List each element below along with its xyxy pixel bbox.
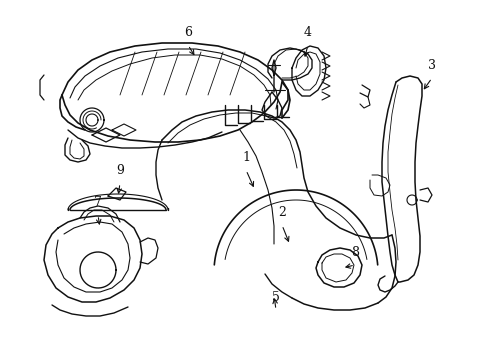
- Text: 5: 5: [271, 291, 279, 304]
- Text: 7: 7: [94, 196, 102, 209]
- Text: 2: 2: [278, 206, 285, 219]
- Text: 6: 6: [183, 26, 192, 39]
- Text: 4: 4: [304, 26, 311, 39]
- Text: 1: 1: [242, 151, 249, 164]
- Text: 9: 9: [116, 164, 123, 177]
- Text: 3: 3: [427, 59, 435, 72]
- Text: 8: 8: [350, 246, 358, 259]
